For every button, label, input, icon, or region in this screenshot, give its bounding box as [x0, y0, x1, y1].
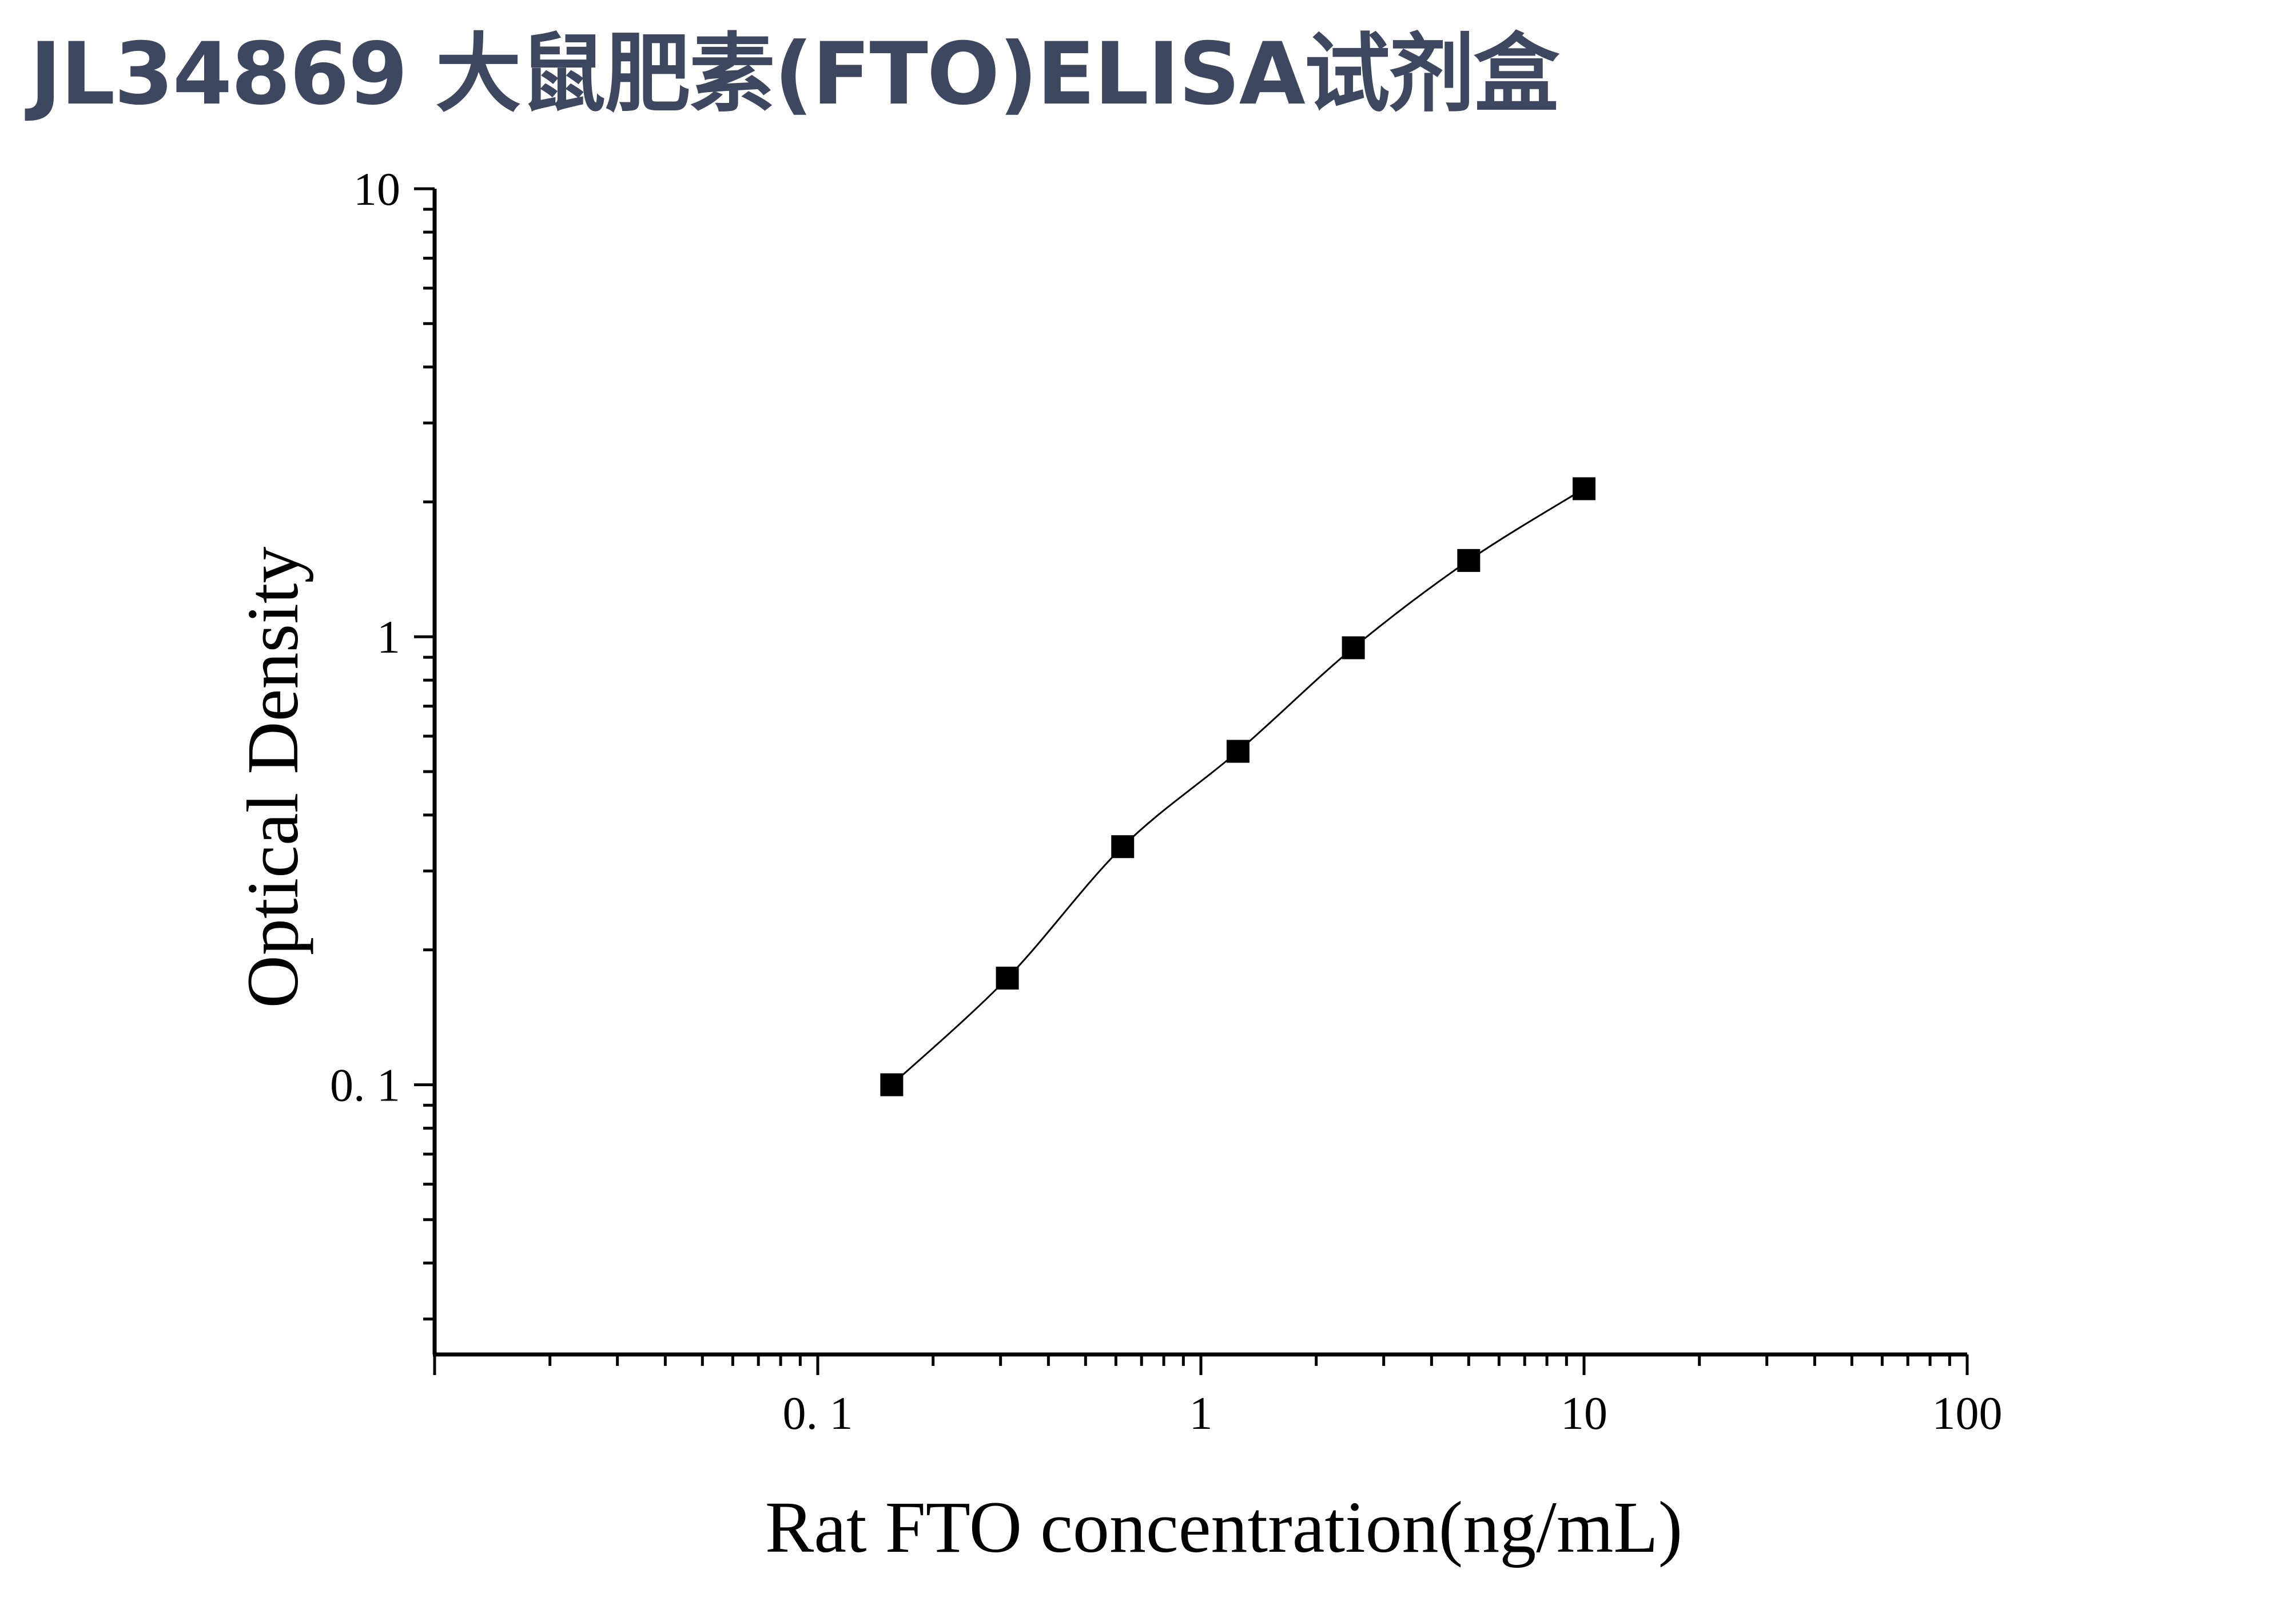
data-point [1342, 636, 1365, 660]
data-point [1573, 477, 1595, 500]
x-tick-label: 100 [1932, 1387, 2003, 1439]
x-tick-label: 0. 1 [783, 1387, 853, 1439]
x-tick-label: 10 [1561, 1387, 1607, 1439]
axes [432, 189, 1967, 1357]
axis-ticks [414, 187, 1969, 1375]
y-axis-title: Optical Density [232, 547, 313, 1008]
data-points [880, 477, 1595, 1097]
y-tick-label: 10 [353, 163, 400, 215]
x-tick-label: 1 [1189, 1387, 1213, 1439]
y-tick-label: 0. 1 [330, 1059, 400, 1111]
data-point [1111, 835, 1135, 859]
data-point [1457, 549, 1481, 572]
data-point [880, 1073, 904, 1097]
tick-labels: 0. 1 1 10 100 0. 1 1 10 [330, 163, 2003, 1439]
data-point [996, 967, 1019, 990]
data-point [1226, 740, 1250, 763]
page-title: JL34869 大鼠肥素(FTO)ELISA试剂盒 [30, 25, 1559, 124]
x-axis-title: Rat FTO concentration(ng/mL) [765, 1487, 1682, 1568]
y-tick-label: 1 [377, 611, 400, 663]
fit-curve [891, 488, 1585, 1086]
